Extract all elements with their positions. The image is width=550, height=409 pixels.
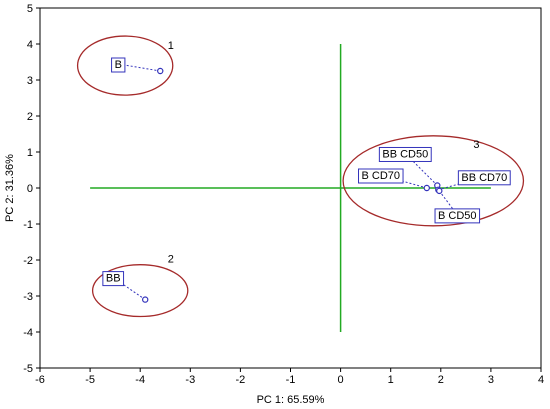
point-bb	[142, 296, 149, 303]
label-box-bb	[102, 271, 125, 287]
y-tick-label: 3	[27, 75, 33, 87]
y-axis-ticks: -5 -4 -3 -2 -1 0 1 2 3 4 5	[23, 3, 40, 375]
cluster-label-3: 3	[473, 139, 479, 151]
cluster-ellipse-1	[76, 35, 174, 96]
label-bb-cd50: BB CD50	[382, 148, 428, 160]
cluster-ellipses: 1 2 3	[76, 35, 525, 318]
cluster-ellipse-2	[91, 264, 189, 318]
y-tick-label: -2	[23, 255, 33, 267]
label-box-b-cd70	[358, 168, 404, 184]
x-axis-ticks: -6 -5 -4 -3 -2 -1 0 1 2 3 4	[35, 368, 544, 386]
y-tick-label: 5	[27, 3, 33, 15]
label-bb-cd70: BB CD70	[461, 172, 507, 184]
x-tick-label: -6	[35, 374, 45, 386]
point-b	[157, 67, 164, 75]
label-b: B	[115, 59, 122, 71]
label-box-b-cd50	[434, 208, 481, 224]
data-points	[142, 67, 443, 303]
cluster-ellipse-3	[342, 135, 525, 227]
x-tick-label: 0	[338, 374, 344, 386]
label-box-bb-cd70	[457, 170, 511, 186]
cluster-label-2: 2	[168, 254, 174, 266]
y-tick-label: 0	[27, 183, 33, 195]
label-box-bb-cd50	[378, 146, 432, 162]
label-b-cd70: B CD70	[362, 170, 401, 182]
y-axis-title: PC 2: 31.36%	[4, 154, 16, 222]
label-b-cd50: B CD50	[438, 210, 477, 222]
x-tick-label: -4	[135, 374, 145, 386]
x-tick-label: 4	[538, 374, 544, 386]
x-tick-label: -2	[236, 374, 246, 386]
x-tick-label: 2	[438, 374, 444, 386]
y-tick-label: -4	[23, 327, 33, 339]
label-bb: BB	[106, 273, 121, 285]
x-axis-title: PC 1: 65.59%	[257, 394, 325, 406]
x-tick-label: -5	[85, 374, 95, 386]
x-tick-label: -3	[185, 374, 195, 386]
x-tick-label: 3	[488, 374, 494, 386]
label-box-b	[111, 57, 126, 73]
point-b-cd50	[436, 187, 443, 195]
leader-b	[118, 63, 161, 72]
y-tick-label: 1	[27, 147, 33, 159]
y-tick-label: -1	[23, 219, 33, 231]
y-tick-label: -5	[23, 363, 33, 375]
x-tick-label: -1	[286, 374, 296, 386]
y-tick-label: 4	[27, 39, 33, 51]
y-tick-label: 2	[27, 111, 33, 123]
x-tick-label: 1	[388, 374, 394, 386]
y-tick-label: -3	[23, 291, 33, 303]
cluster-label-1: 1	[168, 40, 174, 52]
point-b-cd70	[423, 184, 430, 192]
